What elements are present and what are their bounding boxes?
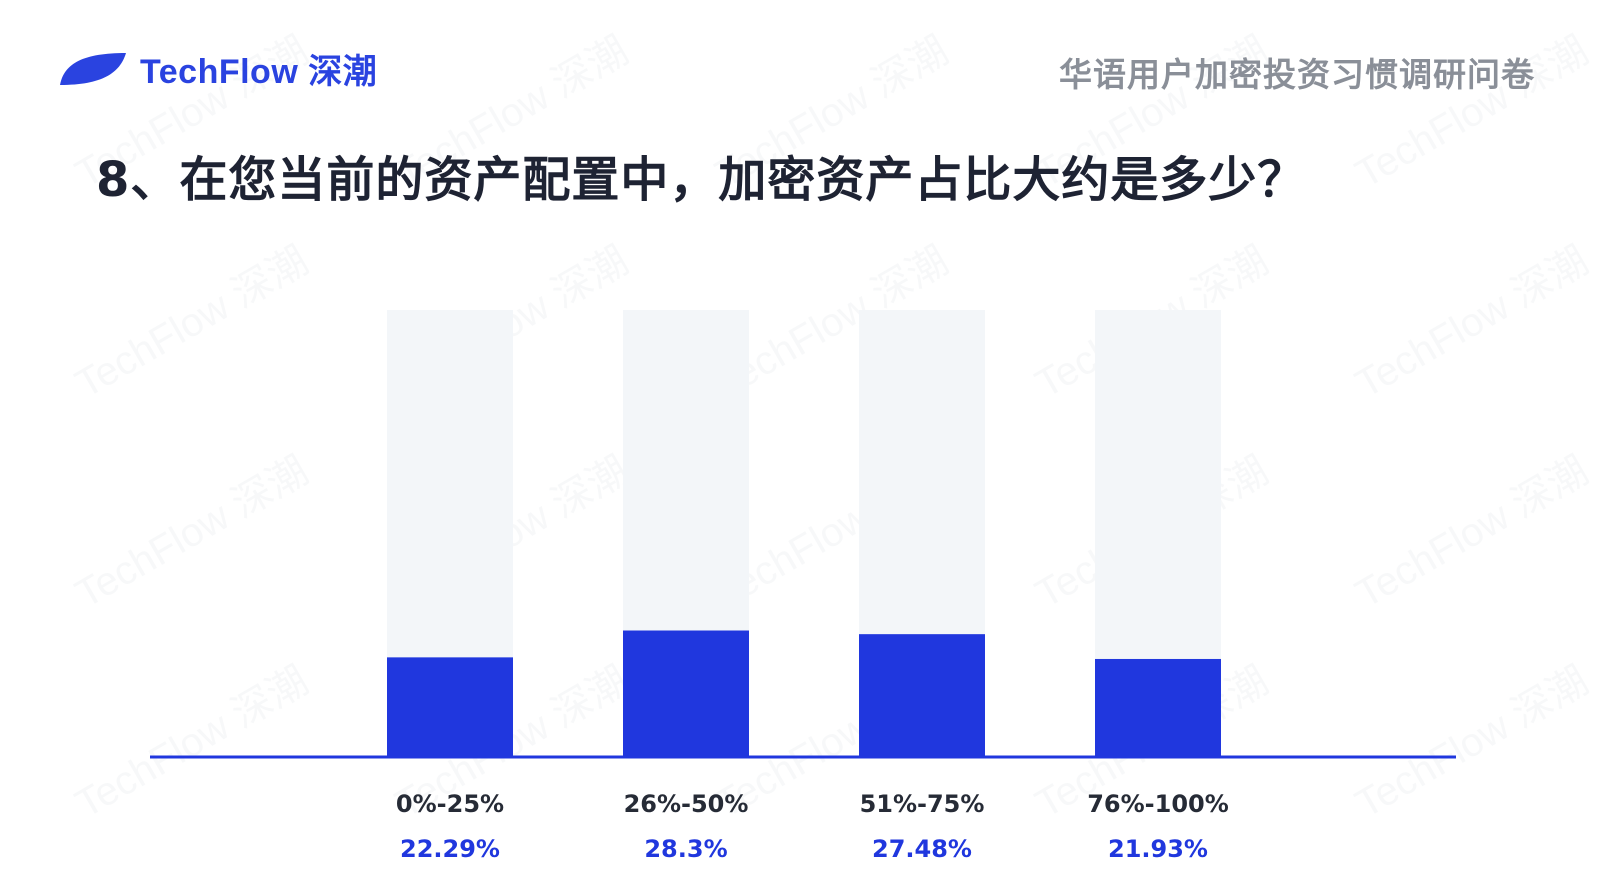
bar-2 [623, 630, 749, 757]
data-label: 27.48% [872, 835, 972, 863]
question-title: 8、在您当前的资产配置中，加密资产占比大约是多少？ [96, 152, 1307, 208]
bar-4 [1095, 658, 1221, 757]
bar-3 [859, 634, 985, 757]
leaf-icon [60, 52, 126, 85]
brand-name: TechFlow 深潮 [140, 53, 378, 91]
bar-1 [387, 657, 513, 757]
data-label: 21.93% [1108, 835, 1208, 863]
data-label: 22.29% [400, 835, 500, 863]
x-tick-label: 0%-25% [396, 790, 504, 818]
x-tick-label: 76%-100% [1087, 790, 1229, 818]
x-tick-label: 26%-50% [624, 790, 749, 818]
x-tick-label: 51%-75% [860, 790, 985, 818]
brand-logo: TechFlow 深潮 [58, 44, 377, 93]
data-label: 28.3% [644, 835, 727, 863]
report-title: 华语用户加密投资习惯调研问卷 [1059, 55, 1535, 94]
